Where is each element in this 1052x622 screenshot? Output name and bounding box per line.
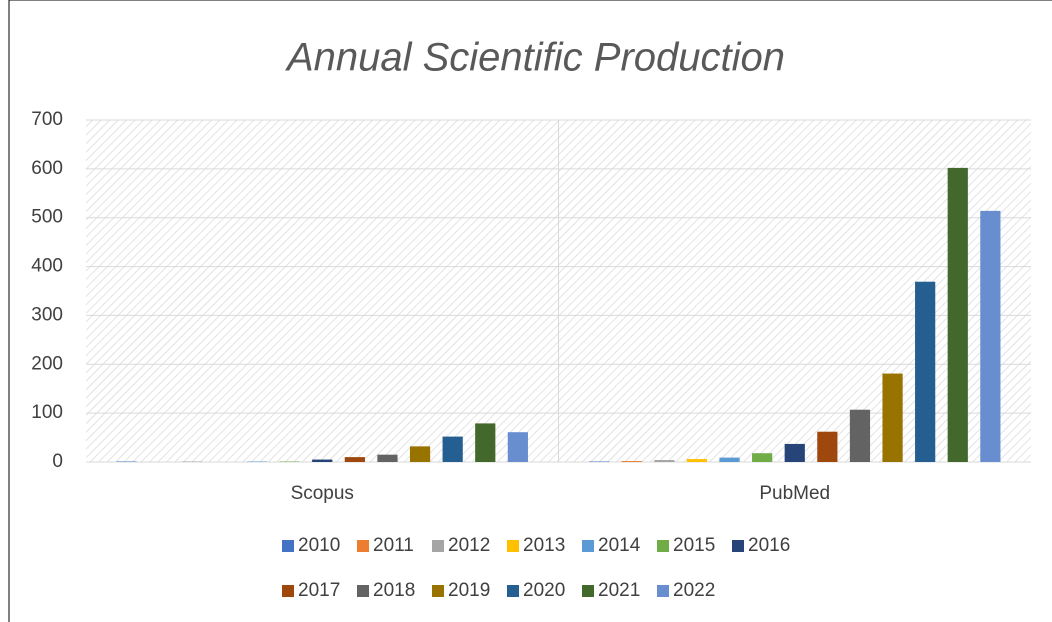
legend-label: 2012 xyxy=(448,535,490,556)
y-tick-label: 400 xyxy=(31,256,63,277)
legend-swatch xyxy=(357,585,369,597)
bar xyxy=(475,423,496,462)
bar xyxy=(784,443,805,462)
chart-title: Annual Scientific Production xyxy=(285,36,785,80)
legend-swatch xyxy=(582,540,594,552)
legend-label: 2020 xyxy=(523,580,565,601)
bar xyxy=(947,167,968,462)
bar xyxy=(621,461,642,462)
bar xyxy=(507,432,528,462)
legend-swatch xyxy=(732,540,744,552)
legend-swatch xyxy=(657,540,669,552)
y-tick-label: 600 xyxy=(31,158,63,179)
legend-label: 2017 xyxy=(298,580,340,601)
bar xyxy=(752,453,773,462)
legend-swatch xyxy=(357,540,369,552)
legend-label: 2018 xyxy=(373,580,415,601)
legend-swatch xyxy=(282,540,294,552)
legend-label: 2021 xyxy=(598,580,640,601)
bar xyxy=(312,459,333,462)
bar xyxy=(882,373,903,462)
legend-swatch xyxy=(582,585,594,597)
bar xyxy=(344,457,365,462)
legend-swatch xyxy=(282,585,294,597)
bar xyxy=(980,210,1001,462)
legend-label: 2014 xyxy=(598,535,641,556)
bar xyxy=(719,457,740,462)
bar xyxy=(686,459,708,462)
legend-label: 2010 xyxy=(298,535,340,556)
y-tick-label: 0 xyxy=(52,451,63,472)
y-tick-label: 700 xyxy=(31,109,63,130)
bar xyxy=(849,409,871,462)
x-tick-label: Scopus xyxy=(291,483,354,504)
legend-swatch xyxy=(507,585,519,597)
legend-label: 2019 xyxy=(448,580,490,601)
y-tick-label: 200 xyxy=(31,353,63,374)
legend-swatch xyxy=(507,540,519,552)
bar xyxy=(915,281,936,462)
legend-label: 2011 xyxy=(373,535,414,556)
bar xyxy=(442,436,463,462)
bar xyxy=(377,454,398,462)
bar xyxy=(409,446,431,462)
x-tick-label: PubMed xyxy=(759,483,830,504)
legend-swatch xyxy=(432,585,444,597)
bar xyxy=(654,460,675,462)
y-tick-label: 500 xyxy=(31,207,63,228)
bar xyxy=(817,431,838,462)
legend-label: 2013 xyxy=(523,535,565,556)
y-tick-label: 100 xyxy=(31,402,63,423)
legend-label: 2016 xyxy=(748,535,790,556)
legend-label: 2015 xyxy=(673,535,715,556)
legend-swatch xyxy=(432,540,444,552)
legend-swatch xyxy=(657,585,669,597)
y-tick-label: 300 xyxy=(31,304,63,325)
legend-label: 2022 xyxy=(673,580,715,601)
